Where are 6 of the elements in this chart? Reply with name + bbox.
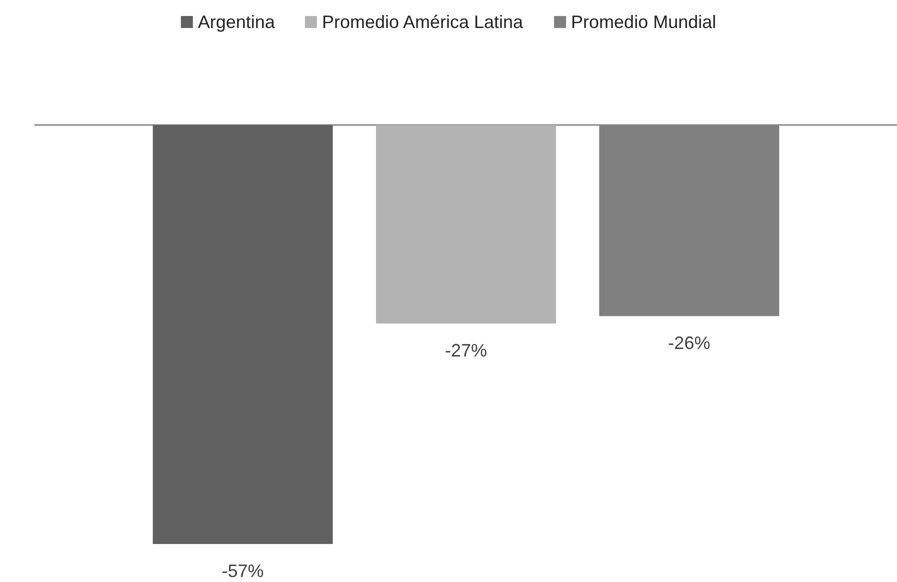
legend-label: Argentina <box>198 12 276 32</box>
data-label: -26% <box>668 333 710 354</box>
data-label: -57% <box>222 561 264 581</box>
legend-label: Promedio Mundial <box>571 12 716 32</box>
data-label: -27% <box>444 340 488 360</box>
legend-label: Promedio América Latina <box>322 12 524 32</box>
